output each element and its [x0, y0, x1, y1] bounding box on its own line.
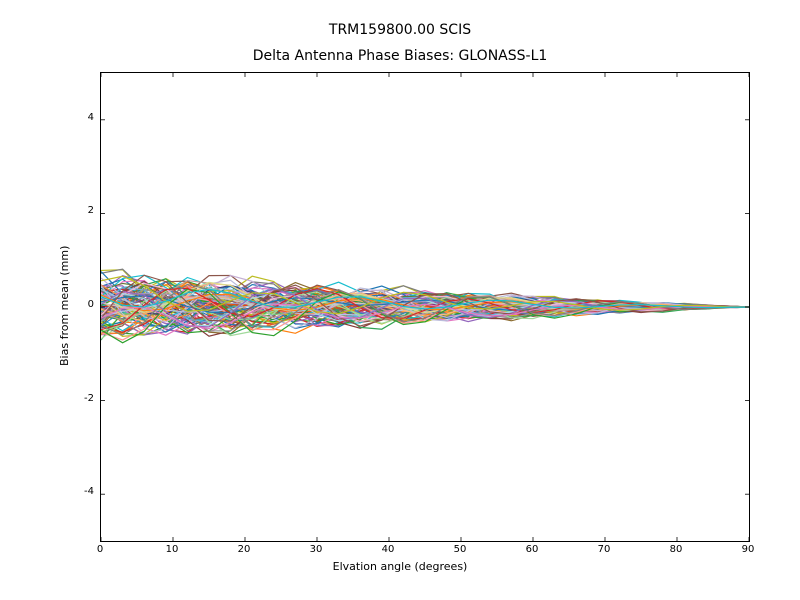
tick-label: -2	[56, 393, 94, 404]
line-chart	[101, 73, 749, 541]
tick-label: 30	[296, 544, 336, 555]
tick-label: 20	[224, 544, 264, 555]
tick-label: 60	[512, 544, 552, 555]
tick-label: 0	[56, 299, 94, 310]
tick-label: 2	[56, 205, 94, 216]
tick-label: 10	[152, 544, 192, 555]
plot-area	[100, 72, 750, 542]
tick-label: 40	[368, 544, 408, 555]
axes-title: Delta Antenna Phase Biases: GLONASS-L1	[0, 48, 800, 64]
tick-label: 0	[80, 544, 120, 555]
tick-label: -4	[56, 486, 94, 497]
tick-label: 80	[656, 544, 696, 555]
tick-label: 50	[440, 544, 480, 555]
tick-label: 4	[56, 112, 94, 123]
x-axis-label: Elvation angle (degrees)	[0, 560, 800, 573]
figure-suptitle: TRM159800.00 SCIS	[0, 22, 800, 38]
tick-label: 90	[728, 544, 768, 555]
tick-label: 70	[584, 544, 624, 555]
